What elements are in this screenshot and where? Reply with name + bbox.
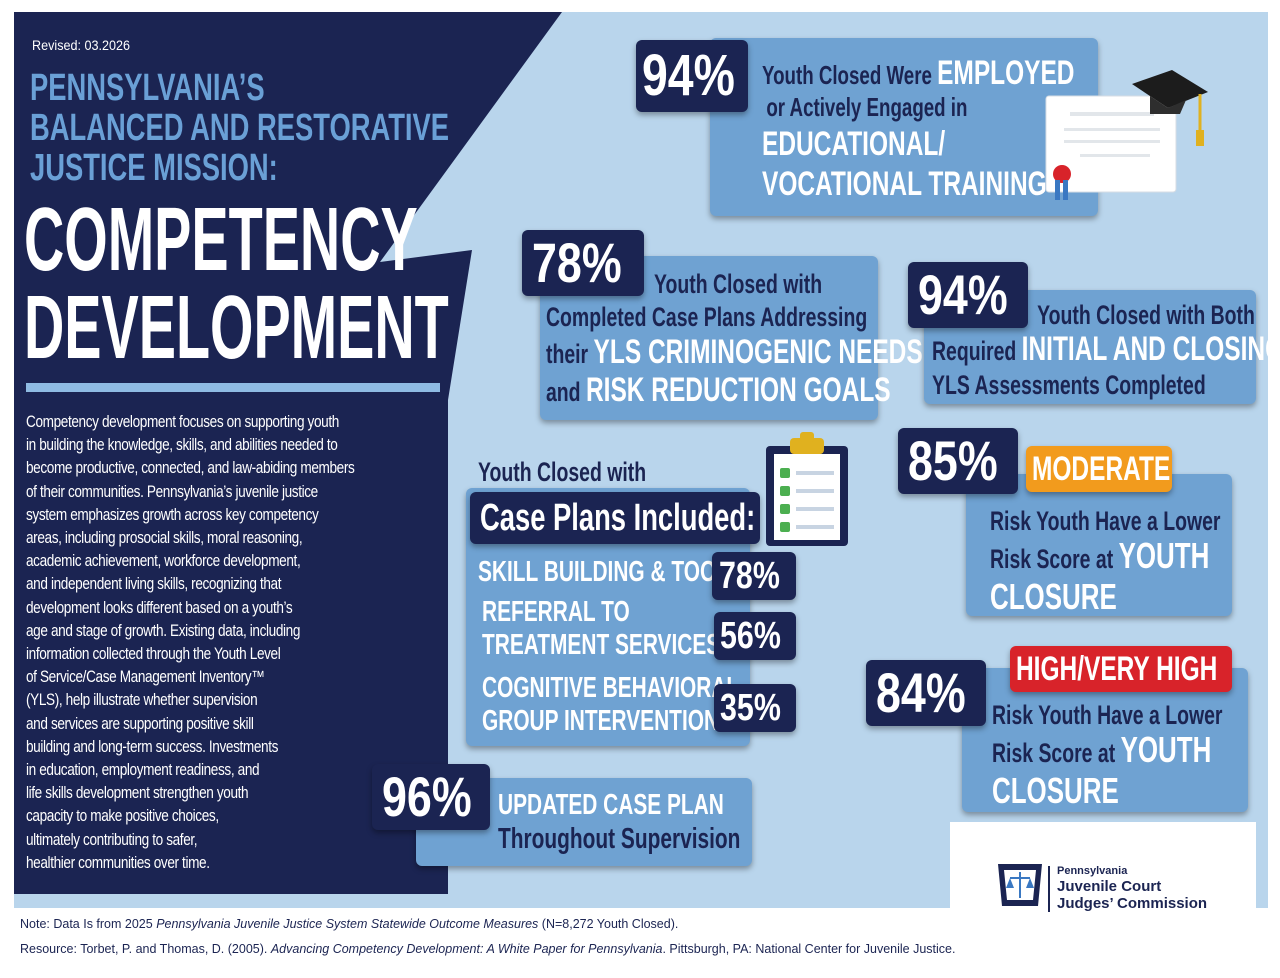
moderate-tag-label: MODERATE xyxy=(1032,450,1171,488)
included-item-1-pct: 78% xyxy=(718,555,780,597)
mission-line-3: JUSTICE MISSION: xyxy=(30,147,278,189)
high-text: Risk Youth Have a Lower Risk Score at YO… xyxy=(992,700,1223,811)
page-title-line-1: COMPETENCY xyxy=(24,190,418,290)
body-line: and independent living skills, recognizi… xyxy=(26,575,282,594)
logo-text: Pennsylvania Juvenile Court Judges’ Comm… xyxy=(1057,865,1208,912)
moderate-tag: MODERATE xyxy=(1026,446,1172,492)
included-item-2-label: REFERRAL TO TREATMENT SERVICES xyxy=(482,596,721,661)
mission-line-2: BALANCED AND RESTORATIVE xyxy=(30,107,450,149)
navy-panel xyxy=(14,12,562,894)
diploma-graduation-cap-icon xyxy=(1045,70,1208,200)
page-title: COMPETENCY DEVELOPMENT xyxy=(24,190,449,378)
body-line: of Service/Case Management Inventory™ xyxy=(26,668,265,687)
mission-title: PENNSYLVANIA’S BALANCED AND RESTORATIVE … xyxy=(30,68,449,188)
body-line: (YLS), help illustrate whether supervisi… xyxy=(26,691,258,710)
body-line: of their communities. Pennsylvania’s juv… xyxy=(26,482,318,501)
included-header: Youth Closed with xyxy=(478,457,647,487)
employed-pct: 94% xyxy=(642,43,735,108)
body-line: ultimately contributing to safer, xyxy=(26,830,198,849)
body-line: in building the knowledge, skills, and a… xyxy=(26,436,338,455)
high-card xyxy=(962,668,1248,812)
keystone-scales-logo-icon xyxy=(998,864,1042,906)
body-line: information collected through the Youth … xyxy=(26,645,281,664)
employed-text: Youth Closed Were EMPLOYED or Actively E… xyxy=(762,54,1075,203)
body-line: and services are supporting positive ski… xyxy=(26,714,254,733)
employed-highlight: EMPLOYED xyxy=(937,54,1075,92)
body-line: age and stage of growth. Existing data, … xyxy=(26,621,301,640)
moderate-text: Risk Youth Have a Lower Risk Score at YO… xyxy=(990,506,1221,617)
body-line: areas, including prosocial skills, moral… xyxy=(26,529,303,548)
body-line: development looks different based on a y… xyxy=(26,598,293,617)
high-pct-badge: 84% xyxy=(866,660,986,726)
updated-text: UPDATED CASE PLAN Throughout Supervision xyxy=(498,789,741,855)
employed-pct-badge: 94% xyxy=(636,40,748,112)
included-title-badge: Case Plans Included: xyxy=(470,492,760,544)
case-plans-text: Youth Closed with Completed Case Plans A… xyxy=(546,269,923,409)
assessments-pct-badge: 94% xyxy=(908,262,1028,328)
body-line: Competency development focuses on suppor… xyxy=(26,413,339,431)
included-item-2-pct: 56% xyxy=(720,615,781,657)
body-line: life skills development strengthen youth xyxy=(26,784,249,803)
body-line: capacity to make positive choices, xyxy=(26,807,219,826)
high-pct: 84% xyxy=(876,661,966,724)
employed-card xyxy=(710,38,1098,216)
case-plans-pct-badge: 78% xyxy=(522,230,644,296)
case-plans-pct: 78% xyxy=(532,231,622,294)
body-paragraph: Competency development focuses on suppor… xyxy=(26,411,446,875)
body-line: academic achievement, workforce developm… xyxy=(26,552,301,571)
body-line: become productive, connected, and law-ab… xyxy=(26,459,355,478)
included-item-2-pct-badge: 56% xyxy=(714,612,796,660)
body-line: system emphasizes growth across key comp… xyxy=(26,505,319,524)
included-item-3-pct: 35% xyxy=(720,687,781,729)
included-item-3-pct-badge: 35% xyxy=(714,684,796,732)
logo-box xyxy=(950,822,1256,974)
high-tag-label: HIGH/VERY HIGH xyxy=(1016,650,1218,688)
footer-note: Note: Data Is from 2025 Pennsylvania Juv… xyxy=(20,917,679,931)
title-underline xyxy=(26,383,440,392)
page-title-line-2: DEVELOPMENT xyxy=(24,278,449,378)
moderate-card xyxy=(966,474,1232,616)
assessments-text: Youth Closed with Both Required INITIAL … xyxy=(932,300,1280,400)
footer-resource: Resource: Torbet, P. and Thomas, D. (200… xyxy=(20,942,956,956)
assessments-pct: 94% xyxy=(918,263,1008,326)
body-line: in education, employment readiness, and xyxy=(26,761,260,780)
moderate-pct-badge: 85% xyxy=(898,428,1018,494)
high-tag: HIGH/VERY HIGH xyxy=(1010,646,1232,692)
body-line: building and long-term success. Investme… xyxy=(26,737,279,756)
updated-pct: 96% xyxy=(382,765,472,828)
mission-line-1: PENNSYLVANIA’S xyxy=(30,67,265,109)
included-item-1-label: SKILL BUILDING & TOOLS xyxy=(478,556,743,588)
included-title: Case Plans Included: xyxy=(480,497,756,539)
body-line: healthier communities over time. xyxy=(26,853,210,872)
logo-divider xyxy=(1048,866,1050,912)
moderate-pct: 85% xyxy=(908,429,998,492)
included-item-3-label: COGNITIVE BEHAVIORAL GROUP INTERVENTIONS xyxy=(482,672,740,737)
updated-pct-badge: 96% xyxy=(372,764,490,830)
included-item-1-pct-badge: 78% xyxy=(712,552,796,600)
revised-date: Revised: 03.2026 xyxy=(32,37,131,53)
clipboard-checklist-icon xyxy=(766,432,848,546)
